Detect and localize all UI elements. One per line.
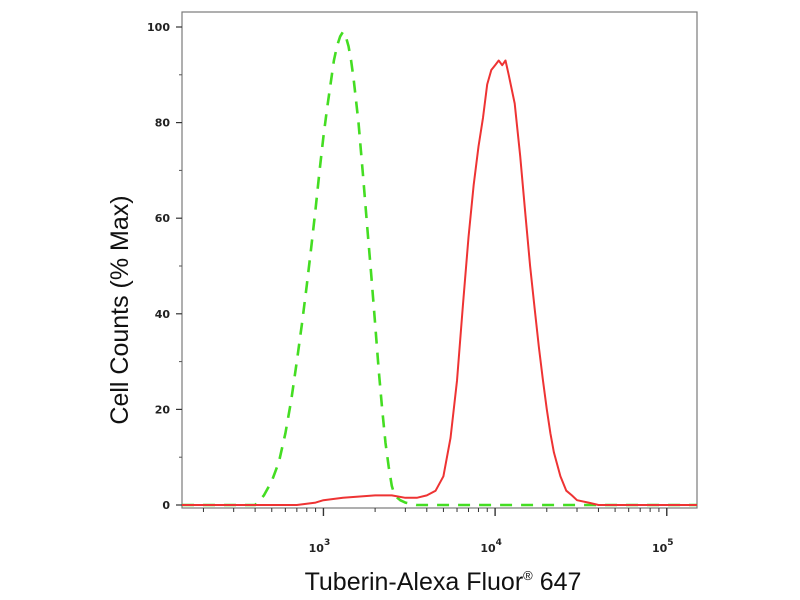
axes — [176, 11, 698, 516]
x-tick-exponent: 4 — [496, 538, 502, 548]
series-line-2 — [182, 59, 697, 506]
y-axis-title: Cell Counts (% Max) — [106, 195, 134, 424]
series-line-1 — [182, 30, 697, 507]
y-tick-label: 60 — [155, 212, 171, 225]
x-tick-base: 10 — [309, 542, 325, 555]
x-axis-title-registered: ® — [523, 568, 533, 583]
x-tick-base: 10 — [480, 542, 496, 555]
x-tick-label: 104 — [480, 538, 502, 555]
x-tick-label: 105 — [652, 538, 674, 555]
y-tick-label: 20 — [155, 403, 171, 416]
x-tick-exponent: 3 — [324, 538, 330, 548]
x-tick-base: 10 — [652, 542, 668, 555]
y-tick-label: 0 — [162, 499, 170, 512]
x-axis-title-suffix: 647 — [533, 568, 582, 596]
plot-frame — [181, 11, 698, 509]
y-tick-label: 40 — [155, 308, 171, 321]
x-tick-label: 103 — [309, 538, 331, 555]
series-layer — [182, 30, 697, 507]
x-axis-title-main: Tuberin-Alexa Fluor — [305, 568, 524, 596]
x-tick-exponent: 5 — [667, 538, 673, 548]
y-tick-label: 100 — [147, 21, 170, 34]
x-axis-title: Tuberin-Alexa Fluor® 647 — [305, 568, 582, 596]
y-tick-label: 80 — [155, 117, 171, 130]
